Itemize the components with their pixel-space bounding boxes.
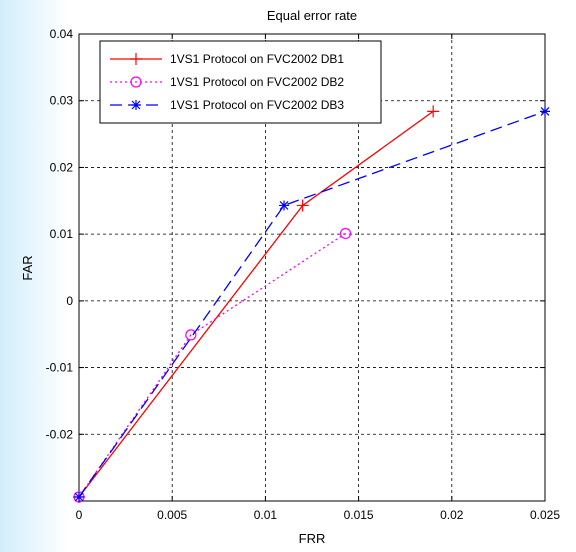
legend-marker xyxy=(130,53,142,65)
y-axis-label: FAR xyxy=(20,255,35,280)
x-tick-label: 0.01 xyxy=(254,508,278,522)
series-2-point xyxy=(339,227,352,240)
chart-title: Equal error rate xyxy=(267,8,357,23)
x-tick-label: 0 xyxy=(76,508,83,522)
x-tick-label: 0.005 xyxy=(157,508,187,522)
series-1-point xyxy=(427,105,440,118)
series-3-point xyxy=(540,106,550,117)
y-tick-label: 0.02 xyxy=(50,160,74,174)
y-tick-label: -0.01 xyxy=(46,361,74,375)
series-2-point xyxy=(185,329,197,341)
series-layer xyxy=(73,105,550,503)
series-3 xyxy=(74,106,550,502)
y-tick-label: -0.02 xyxy=(46,427,74,441)
x-tick-label: 0.015 xyxy=(344,508,374,522)
ticks: 0 0.005 0.01 0.015 0.02 0.025 -0.02 -0.01 0 0.01 0… xyxy=(46,27,561,522)
series-1-point xyxy=(296,199,309,212)
legend-marker xyxy=(131,100,141,110)
legend-label: 1VS1 Protocol on FVC2002 DB2 xyxy=(170,75,344,89)
x-axis-label: FRR xyxy=(299,531,326,546)
series-3-line xyxy=(78,110,546,498)
y-tick-label: 0.03 xyxy=(50,94,74,108)
series-3-point xyxy=(74,491,84,502)
legend-label: 1VS1 Protocol on FVC2002 DB3 xyxy=(170,98,344,112)
legend-label: 1VS1 Protocol on FVC2002 DB1 xyxy=(170,52,344,66)
x-tick-label: 0.025 xyxy=(530,508,560,522)
y-tick-label: 0.01 xyxy=(50,227,74,241)
x-tick-label: 0.02 xyxy=(440,508,464,522)
legend-marker xyxy=(130,76,142,88)
series-3-point xyxy=(279,200,290,211)
y-tick-label: 0 xyxy=(66,294,73,308)
y-tick-label: 0.04 xyxy=(50,27,74,41)
legend: 1VS1 Protocol on FVC2002 DB1 1VS1 Protoco… xyxy=(99,40,382,124)
